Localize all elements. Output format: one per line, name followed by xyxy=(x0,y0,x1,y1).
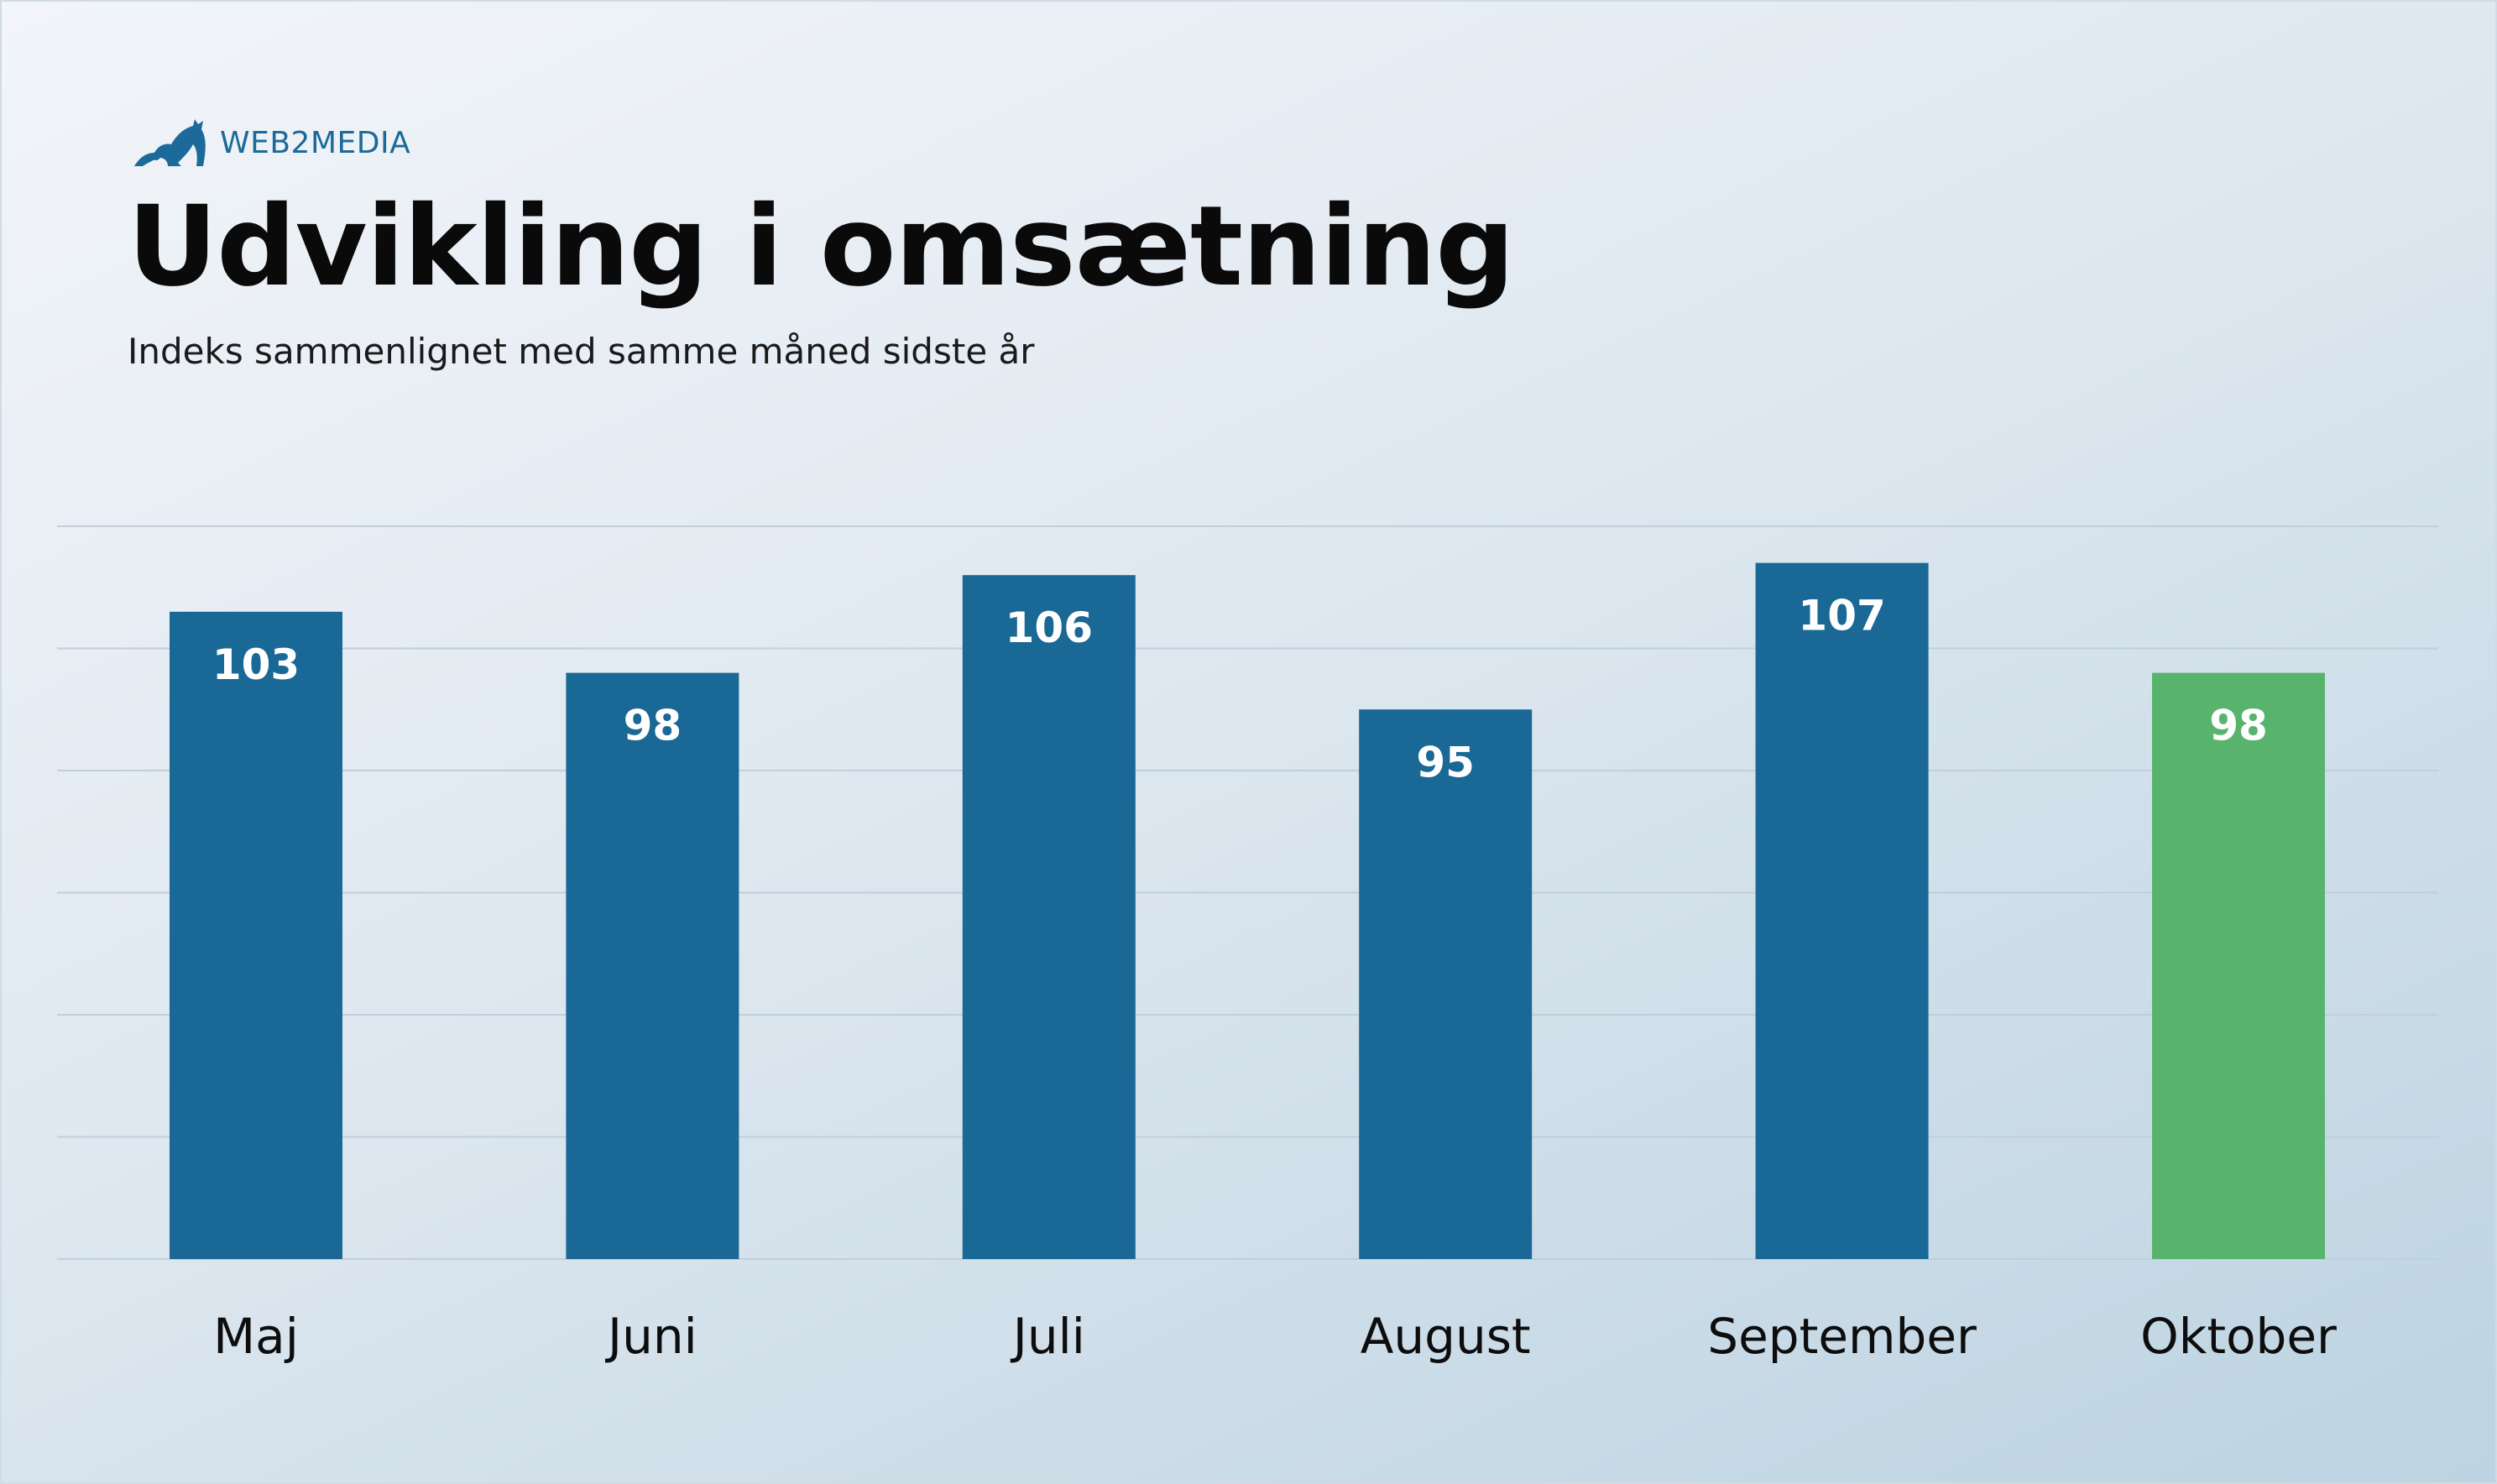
data-labels: 103 98 106 95 107 98 xyxy=(212,592,2268,787)
data-label-september: 107 xyxy=(1798,592,1885,640)
category-label-juli: Juli xyxy=(1011,1308,1085,1365)
data-label-maj: 103 xyxy=(212,640,300,689)
data-label-august: 95 xyxy=(1416,738,1475,786)
category-label-maj: Maj xyxy=(213,1308,299,1365)
data-label-juni: 98 xyxy=(624,702,682,750)
chart-subtitle: Indeks sammenlignet med samme måned sids… xyxy=(128,331,1035,372)
cat-logo-icon xyxy=(134,119,206,166)
bar-august xyxy=(1359,709,1533,1259)
bar-oktober xyxy=(2152,672,2325,1259)
category-label-oktober: Oktober xyxy=(2140,1308,2337,1365)
gridlines xyxy=(57,525,2438,1260)
data-label-oktober: 98 xyxy=(2209,702,2268,750)
category-label-september: September xyxy=(1707,1308,1977,1365)
category-label-juni: Juni xyxy=(605,1308,697,1365)
data-label-juli: 106 xyxy=(1006,604,1093,652)
brand-logo: WEB2MEDIA xyxy=(131,116,410,171)
bar-juli xyxy=(962,575,1136,1259)
bar-september xyxy=(1755,562,1929,1259)
bars xyxy=(170,562,2325,1259)
brand-name: WEB2MEDIA xyxy=(220,126,411,160)
bar-juni xyxy=(566,672,739,1259)
bar-maj xyxy=(170,611,342,1259)
category-label-august: August xyxy=(1361,1308,1531,1365)
chart-title: Udvikling i omsætning xyxy=(128,182,1515,311)
category-labels: Maj Juni Juli August September Oktober xyxy=(213,1308,2337,1365)
